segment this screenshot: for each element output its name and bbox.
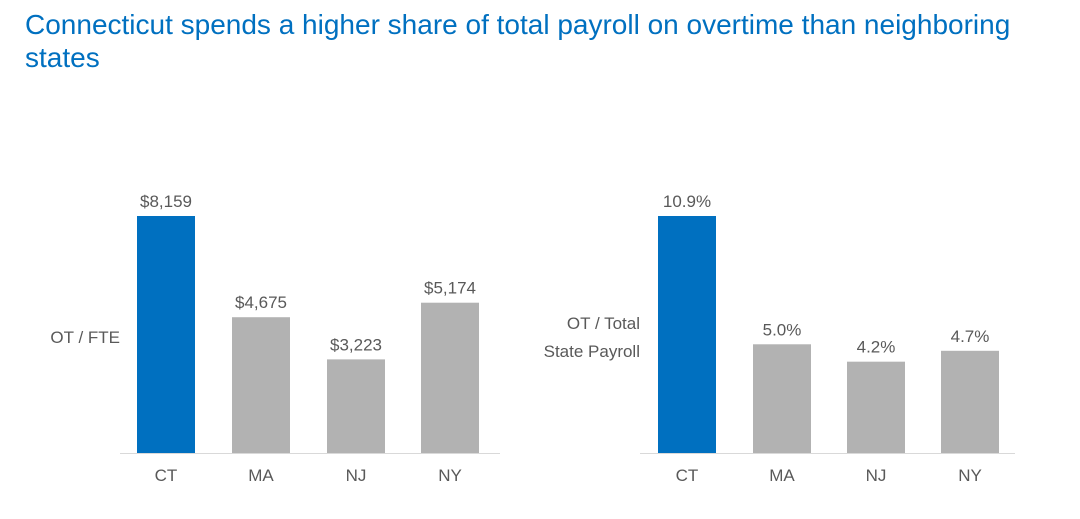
category-label: CT <box>676 466 699 485</box>
category-label: NJ <box>866 466 887 485</box>
chart-title: Connecticut spends a higher share of tot… <box>25 9 1011 73</box>
bar-ny <box>421 302 479 453</box>
category-label: MA <box>769 466 795 485</box>
category-label: NJ <box>346 466 367 485</box>
y-axis-label: OT / Total <box>567 314 640 333</box>
bar-ny <box>941 350 999 453</box>
data-label: $4,675 <box>235 293 287 312</box>
data-label: 4.7% <box>951 327 990 346</box>
data-label: $8,159 <box>140 192 192 211</box>
category-label: CT <box>155 466 178 485</box>
y-axis-label: OT / FTE <box>50 328 120 347</box>
bar-ct <box>137 216 195 453</box>
category-label: NY <box>438 466 462 485</box>
bar-nj <box>847 361 905 453</box>
category-label: NY <box>958 466 982 485</box>
data-label: $3,223 <box>330 335 382 354</box>
bar-ma <box>753 344 811 453</box>
category-label: MA <box>248 466 274 485</box>
y-axis-label: State Payroll <box>544 342 640 361</box>
data-label: 5.0% <box>763 320 802 339</box>
data-label: $5,174 <box>424 279 476 298</box>
data-label: 4.2% <box>857 338 896 357</box>
bar-ct <box>658 216 716 453</box>
bar-ma <box>232 317 290 453</box>
bar-nj <box>327 359 385 453</box>
data-label: 10.9% <box>663 192 711 211</box>
